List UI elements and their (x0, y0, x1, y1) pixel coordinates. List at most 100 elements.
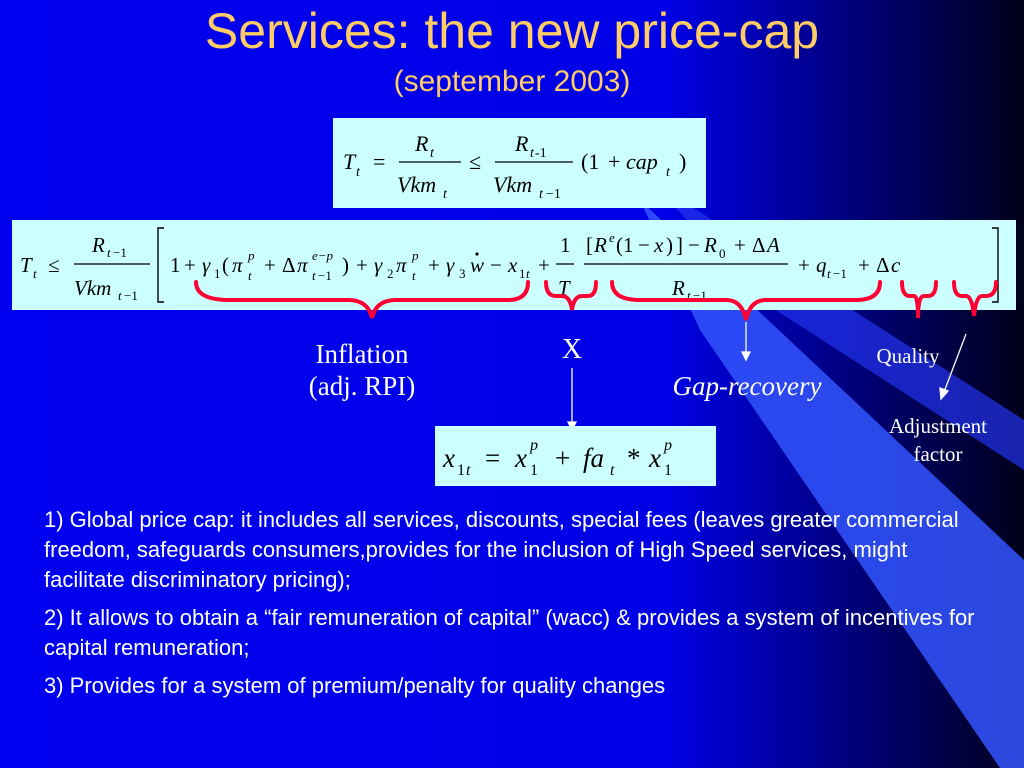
svg-text:(1: (1 (581, 149, 599, 174)
svg-text:t: t (530, 146, 535, 161)
svg-text:(1: (1 (616, 233, 634, 257)
svg-text:−1: −1 (113, 245, 127, 260)
svg-text:e−p: e−p (312, 248, 334, 263)
svg-text:Vkm: Vkm (74, 276, 111, 300)
svg-text:p: p (411, 248, 419, 263)
svg-text:+: + (264, 253, 276, 277)
svg-text:−: − (638, 233, 650, 257)
label-adjustment-line2: factor (913, 442, 963, 466)
svg-text:t: t (107, 245, 111, 260)
svg-text:1: 1 (457, 462, 465, 479)
svg-text:x: x (653, 233, 664, 257)
svg-text:2: 2 (387, 266, 394, 281)
svg-text:t: t (539, 187, 544, 202)
svg-text:+: + (184, 253, 196, 277)
svg-text:t: t (687, 288, 691, 303)
svg-text:+: + (734, 233, 746, 257)
svg-text:+: + (555, 443, 570, 473)
svg-text:1: 1 (664, 462, 672, 479)
svg-text:-1: -1 (535, 146, 547, 161)
svg-text:−1: −1 (318, 268, 332, 283)
svg-text:t: t (666, 165, 671, 180)
svg-text:=: = (373, 149, 385, 174)
svg-text:+: + (608, 149, 620, 174)
svg-text:(: ( (222, 253, 229, 277)
svg-text:Δ: Δ (876, 253, 890, 277)
svg-text:A: A (765, 233, 780, 257)
label-adjustment-line1: Adjustment (889, 414, 987, 438)
svg-text:[: [ (586, 233, 593, 257)
svg-text:t: t (33, 266, 37, 281)
svg-text:=: = (485, 443, 500, 473)
svg-text:t: t (248, 268, 252, 283)
svg-text:q: q (816, 253, 827, 277)
svg-text:): ) (666, 233, 673, 257)
svg-text:x: x (442, 443, 455, 473)
svg-text:R: R (703, 233, 717, 257)
svg-text:]: ] (676, 233, 683, 257)
svg-text:p: p (529, 437, 538, 454)
bullet-item-1: 1) Global price cap: it includes all ser… (44, 507, 959, 592)
label-adjustment-factor: Adjustment factor (858, 412, 1018, 468)
svg-text:−1: −1 (124, 288, 138, 303)
slide-subtitle: (september 2003) (393, 65, 631, 98)
svg-text:1: 1 (170, 253, 181, 277)
svg-text:1: 1 (530, 462, 538, 479)
svg-text:t: t (443, 187, 448, 202)
svg-text:Vkm: Vkm (397, 172, 436, 197)
svg-text:x: x (514, 443, 527, 473)
svg-text:+: + (538, 253, 550, 277)
svg-text:p: p (247, 248, 255, 263)
svg-text:+: + (356, 253, 368, 277)
svg-text:+: + (798, 253, 810, 277)
svg-text:γ: γ (202, 253, 211, 277)
svg-text:1: 1 (214, 266, 221, 281)
label-x: X (561, 334, 583, 365)
slide-title: Services: the new price-cap (204, 3, 820, 59)
svg-text:): ) (342, 253, 349, 277)
svg-text:w: w (470, 253, 484, 277)
label-inflation: Inflation (adj. RPI) (272, 338, 452, 402)
svg-text:1: 1 (560, 233, 571, 257)
svg-text:t: t (412, 268, 416, 283)
svg-text:π: π (232, 253, 243, 277)
svg-text:*: * (627, 443, 641, 473)
bullet-list: 1) Global price cap: it includes all ser… (44, 505, 994, 709)
svg-text:e: e (609, 230, 615, 245)
svg-text:t: t (827, 266, 831, 281)
svg-text:3: 3 (459, 266, 466, 281)
svg-text:−: − (688, 233, 700, 257)
svg-text:t: t (610, 462, 615, 479)
svg-text:0: 0 (719, 246, 726, 261)
svg-text:π: π (396, 253, 407, 277)
svg-text:T: T (20, 253, 33, 277)
svg-text:fa: fa (583, 443, 604, 473)
svg-text:T: T (558, 276, 571, 300)
svg-text:x: x (507, 253, 518, 277)
svg-text:p: p (663, 437, 672, 454)
label-quality: Quality (876, 344, 940, 368)
bullet-item-3: 3) Provides for a system of premium/pena… (44, 673, 666, 698)
svg-text:Δ: Δ (282, 253, 296, 277)
svg-text:t: t (430, 146, 435, 161)
label-inflation-line1: Inflation (315, 339, 409, 369)
svg-text:t: t (312, 268, 316, 283)
svg-text:t: t (526, 266, 530, 281)
svg-text:−1: −1 (833, 266, 847, 281)
svg-text:R: R (91, 233, 105, 257)
svg-text:Δ: Δ (752, 233, 766, 257)
svg-text:): ) (679, 149, 686, 174)
label-gap-recovery: Gap-recovery (672, 371, 822, 401)
bullet-item-2: 2) It allows to obtain a “fair remunerat… (44, 605, 975, 660)
svg-text:−1: −1 (546, 187, 561, 202)
svg-text:T: T (343, 149, 357, 174)
svg-text:−: − (490, 253, 502, 277)
svg-text:π: π (297, 253, 308, 277)
svg-text:t: t (356, 165, 361, 180)
